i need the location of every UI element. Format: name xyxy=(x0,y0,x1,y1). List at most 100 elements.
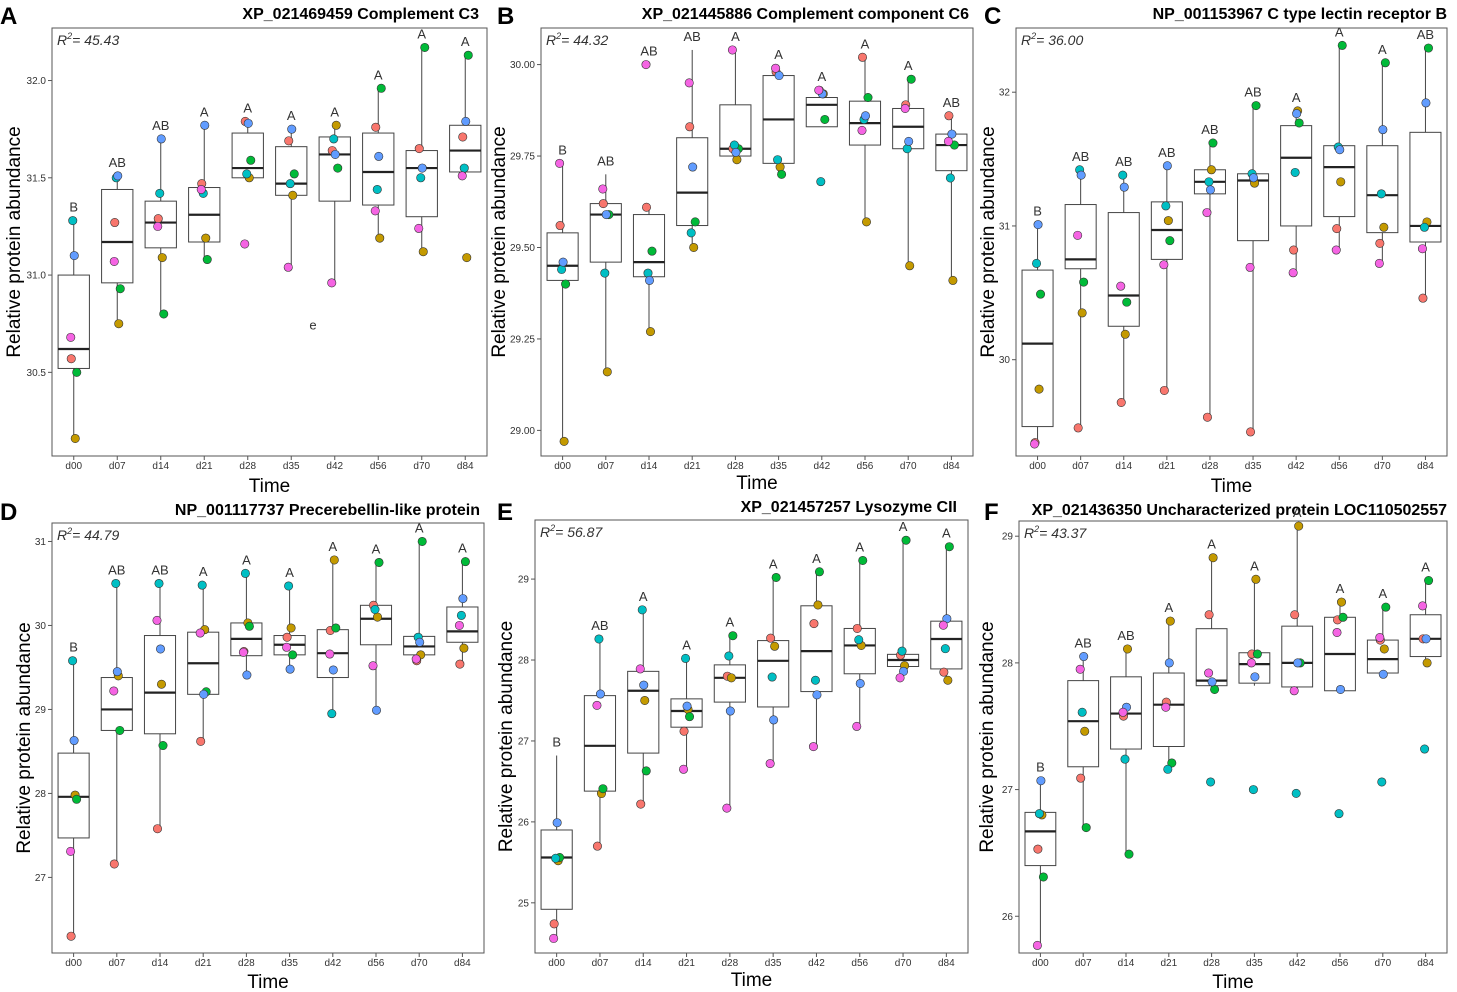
significance-letter: A xyxy=(199,564,208,579)
data-point xyxy=(327,709,337,719)
data-point xyxy=(1163,764,1173,774)
plot-frame xyxy=(1018,520,1448,954)
data-point xyxy=(943,675,953,685)
data-point xyxy=(1252,649,1262,659)
panel-title: NP_001153967 C type lectin receptor B xyxy=(1153,6,1447,23)
data-point xyxy=(1162,161,1172,171)
panel-f: F XP_021436350 Uncharacterized protein LO… xyxy=(977,499,1448,992)
significance-letter: A xyxy=(1335,24,1344,39)
data-point xyxy=(685,712,695,722)
significance-letter: A xyxy=(287,108,296,123)
r2-label: R2= 36.00 xyxy=(1021,31,1083,48)
data-point xyxy=(1379,222,1389,232)
y-tick-label: 31.5 xyxy=(27,173,47,184)
significance-letter: AB xyxy=(1117,628,1134,643)
data-point xyxy=(1376,189,1386,199)
x-tick-label: d70 xyxy=(411,958,428,969)
data-point xyxy=(552,818,562,828)
data-point xyxy=(1032,940,1042,950)
box-d70 xyxy=(1366,639,1399,674)
data-point xyxy=(417,163,427,173)
r2-label: R2= 45.43 xyxy=(57,31,119,48)
data-point xyxy=(766,633,776,643)
data-point xyxy=(288,190,298,200)
box-d00 xyxy=(57,274,90,369)
x-tick-label: d35 xyxy=(1246,958,1263,969)
data-point xyxy=(1377,777,1387,787)
data-point xyxy=(858,555,868,565)
data-point xyxy=(372,184,382,194)
data-point xyxy=(418,247,428,257)
data-point xyxy=(113,171,123,181)
x-tick-label: d42 xyxy=(1289,958,1306,969)
significance-letter: A xyxy=(1378,586,1387,601)
data-point xyxy=(69,736,79,746)
box-d70 xyxy=(405,150,438,218)
data-point xyxy=(643,268,653,278)
data-point xyxy=(863,93,873,103)
data-point xyxy=(1294,118,1304,128)
data-point xyxy=(1081,823,1091,833)
data-point xyxy=(814,567,824,577)
data-point xyxy=(1207,677,1217,687)
y-tick-label: 27 xyxy=(1002,785,1014,796)
data-point xyxy=(812,690,822,700)
data-point xyxy=(1246,427,1256,437)
y-axis-title: Relative protein abundance xyxy=(489,126,510,357)
significance-letter: A xyxy=(812,551,821,566)
data-point xyxy=(1289,245,1299,255)
x-tick-label: d56 xyxy=(1331,461,1348,472)
data-point xyxy=(375,233,385,243)
panel-letter: F xyxy=(984,499,999,526)
data-point xyxy=(288,650,298,660)
panel-e: E XP_021457257 Lysozyme CII R2= 56.87 25 26 2… xyxy=(496,499,969,991)
data-point xyxy=(1291,788,1301,798)
x-tick-label: d56 xyxy=(851,958,868,969)
x-tick-label: d21 xyxy=(1160,958,1177,969)
box-d84 xyxy=(1409,614,1442,658)
data-point xyxy=(1338,612,1348,622)
data-point xyxy=(1423,43,1433,53)
data-point xyxy=(1293,658,1303,668)
box-d35 xyxy=(1237,173,1270,242)
data-point xyxy=(459,163,469,173)
data-point xyxy=(1116,397,1126,407)
data-point xyxy=(592,841,602,851)
significance-letter: A xyxy=(682,637,691,652)
x-tick-label: d07 xyxy=(108,958,125,969)
data-point xyxy=(724,651,734,661)
box-d07 xyxy=(1067,680,1100,768)
data-point xyxy=(773,155,783,165)
data-point xyxy=(686,228,696,238)
data-point xyxy=(1337,597,1347,607)
data-point xyxy=(458,594,468,604)
x-tick-label: d14 xyxy=(641,461,658,472)
data-point xyxy=(243,118,253,128)
data-point xyxy=(685,122,695,132)
data-point xyxy=(1163,216,1173,226)
box-d00 xyxy=(1024,811,1057,867)
data-point xyxy=(948,275,958,285)
data-point xyxy=(1422,658,1432,668)
significance-letter: A xyxy=(899,519,908,534)
data-point xyxy=(70,433,80,443)
significance-letter: A xyxy=(461,34,470,49)
data-point xyxy=(1032,258,1042,268)
x-tick-label: d00 xyxy=(65,958,82,969)
significance-letter: A xyxy=(200,104,209,119)
x-tick-label: d14 xyxy=(152,958,169,969)
significance-letter: AB xyxy=(1244,85,1261,100)
significance-letter: AB xyxy=(1158,145,1175,160)
data-point xyxy=(327,278,337,288)
significance-letter: A xyxy=(1164,600,1173,615)
x-tick-label: d28 xyxy=(239,461,256,472)
significance-letter: A xyxy=(774,47,783,62)
data-point xyxy=(1202,412,1212,422)
data-point xyxy=(242,169,252,179)
significance-letter: B xyxy=(69,640,78,655)
significance-letter: A xyxy=(415,520,424,535)
data-point xyxy=(860,111,870,121)
significance-letter: A xyxy=(769,556,778,571)
data-point xyxy=(72,794,82,804)
data-point xyxy=(1251,101,1261,111)
